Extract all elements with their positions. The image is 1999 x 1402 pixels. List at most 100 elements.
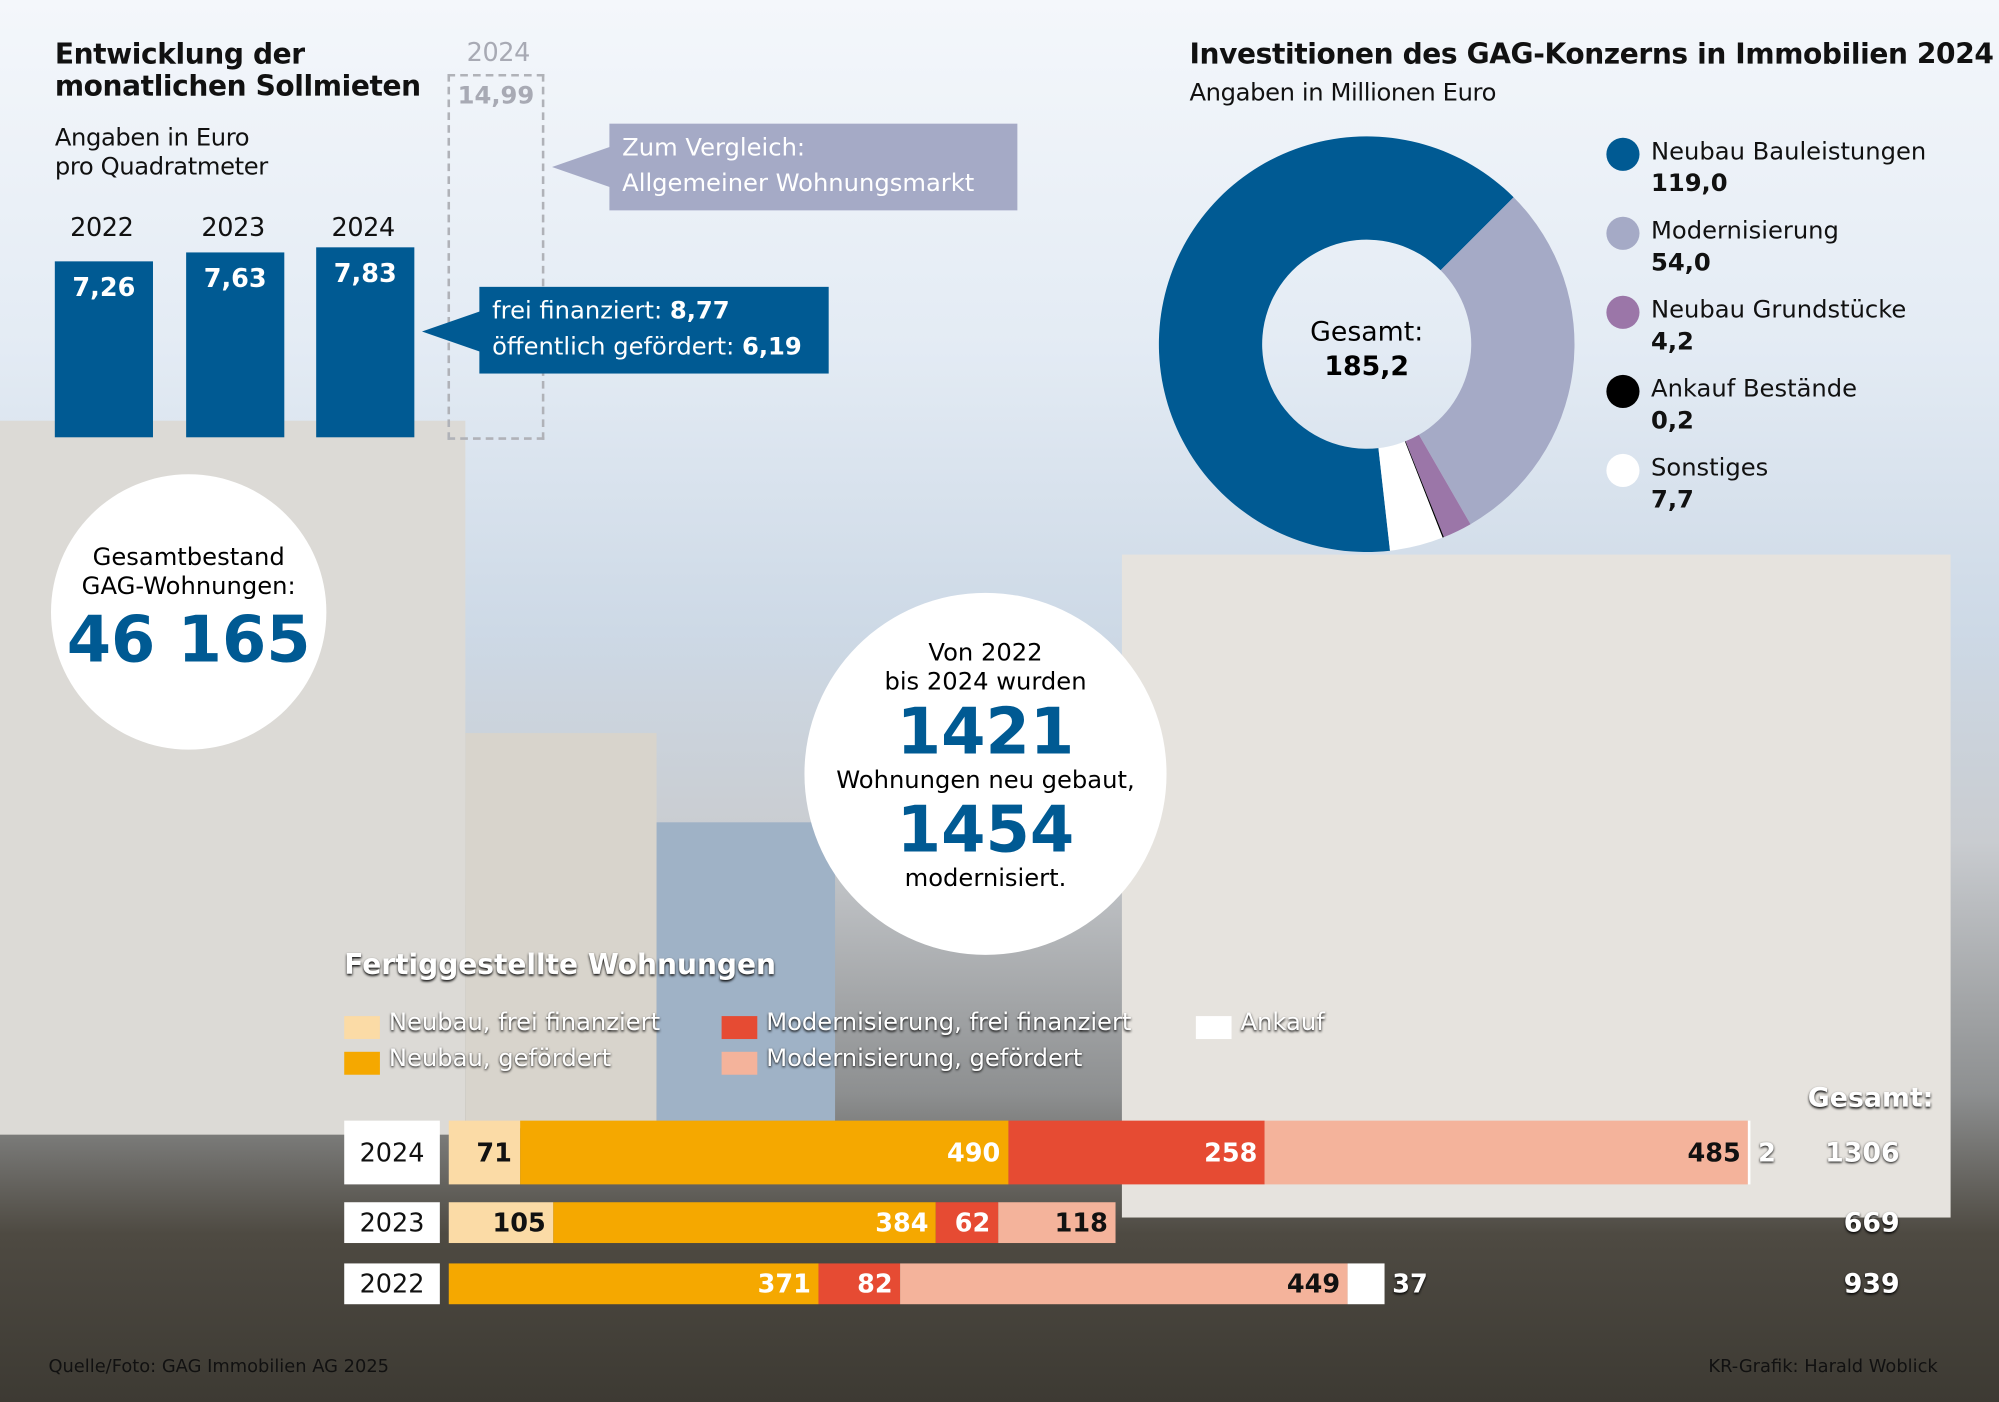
year-label: 2023 xyxy=(344,1202,440,1244)
segment-label: 490 xyxy=(947,1137,1001,1168)
legend-swatch xyxy=(344,1016,380,1040)
bar-segment xyxy=(997,1202,1116,1244)
market-callout-pointer xyxy=(552,146,611,188)
donut-center: Gesamt: 185,2 xyxy=(1265,315,1469,384)
stock-label-2: GAG-Wohnungen: xyxy=(81,572,296,601)
detail-value-frei: 8,77 xyxy=(669,297,730,326)
year-label: 2024 xyxy=(344,1120,440,1185)
rent-subtitle-1: Angaben in Euro xyxy=(54,123,250,152)
legend-name: Sonstiges xyxy=(1650,453,1769,482)
detail-label-gefoerdert: öffentlich gefördert: xyxy=(492,332,742,361)
legend-dot xyxy=(1606,137,1640,171)
donut-slice xyxy=(1405,434,1471,538)
invest-title: Investitionen des GAG-Konzerns in Immobi… xyxy=(1189,39,1994,72)
market-callout-line1: Zum Vergleich: xyxy=(622,133,806,162)
invest-subtitle: Angaben in Millionen Euro xyxy=(1189,79,1497,108)
segment-label: 62 xyxy=(954,1207,991,1238)
legend-dot xyxy=(1606,453,1640,488)
completed-title: Fertiggestellte Wohnungen xyxy=(344,949,776,982)
rent-year-label: 2024 xyxy=(331,211,395,243)
market-value: 14,99 xyxy=(457,81,535,110)
year-label: 2022 xyxy=(344,1263,440,1305)
detail-value-gefoerdert: 6,19 xyxy=(741,332,802,361)
legend-swatch xyxy=(721,1016,758,1040)
segment-label: 71 xyxy=(476,1137,512,1168)
market-comparison-bar: 14,99 xyxy=(447,74,545,440)
segment-label: 118 xyxy=(1054,1207,1108,1238)
bar-segment xyxy=(818,1263,901,1305)
legend-dot xyxy=(1606,295,1640,329)
segment-label: 82 xyxy=(857,1268,893,1300)
row-total: 669 xyxy=(1843,1207,1900,1238)
legend-name: Neubau Bauleistungen xyxy=(1650,137,1927,166)
legend-label: Neubau, frei finanziert xyxy=(388,1008,661,1037)
donut-slice xyxy=(1158,136,1514,553)
bar-segment xyxy=(448,1202,554,1244)
legend-value: 119,0 xyxy=(1650,169,1728,198)
rent-detail-pointer xyxy=(421,311,481,352)
stock-circle: Gesamtbestand GAG-Wohnungen: 46 165 xyxy=(50,474,327,750)
bar-segment xyxy=(936,1202,998,1244)
rent-bar-value: 7,63 xyxy=(203,262,267,294)
building-right xyxy=(1121,554,1951,1218)
bar-segment xyxy=(448,1263,819,1305)
bar-segment xyxy=(1007,1120,1266,1185)
segment-label: 371 xyxy=(757,1268,811,1300)
bar-segment xyxy=(519,1120,1008,1185)
legend-name: Modernisierung xyxy=(1650,216,1839,245)
market-callout-line2: Allgemeiner Wohnungsmarkt xyxy=(622,169,975,198)
legend-value: 4,2 xyxy=(1650,327,1694,356)
legend-value: 0,2 xyxy=(1650,406,1694,435)
footer-source: Quelle/Foto: GAG Immobilien AG 2025 xyxy=(48,1356,390,1377)
built-line1: Von 2022 xyxy=(928,638,1043,667)
legend-name: Ankauf Bestände xyxy=(1650,374,1858,403)
segment-label: 2 xyxy=(1758,1137,1776,1168)
legend-value: 54,0 xyxy=(1650,248,1711,277)
bar-segment xyxy=(1265,1120,1749,1185)
footer-credit: KR-Grafik: Harald Woblick xyxy=(1708,1356,1938,1377)
segment-label: 485 xyxy=(1687,1137,1741,1168)
market-year-label: 2024 xyxy=(466,36,531,68)
rent-title-1: Entwicklung der xyxy=(54,39,305,72)
donut-slice xyxy=(1418,197,1575,525)
legend-label: Neubau, gefördert xyxy=(388,1044,612,1073)
bar-segment xyxy=(553,1202,937,1244)
donut-center-label: Gesamt: xyxy=(1310,316,1424,347)
building-blue xyxy=(656,822,836,1129)
rent-year-label: 2023 xyxy=(201,211,265,243)
legend-swatch xyxy=(344,1051,380,1075)
legend-label: Modernisierung, frei finanziert xyxy=(766,1008,1132,1037)
segment-label: 105 xyxy=(492,1207,546,1238)
built-line2: bis 2024 wurden xyxy=(884,668,1087,697)
bar-segment xyxy=(448,1120,520,1185)
rent-bar: 7,83 xyxy=(316,247,415,438)
donut-center-value: 185,2 xyxy=(1324,350,1410,382)
building-middle xyxy=(465,733,657,1129)
legend-swatch xyxy=(721,1051,758,1075)
segment-label: 37 xyxy=(1392,1268,1428,1300)
donut-slice xyxy=(1378,441,1443,551)
legend-label: Ankauf xyxy=(1240,1008,1325,1037)
bar-segment xyxy=(900,1263,1348,1305)
legend-dot xyxy=(1606,216,1640,250)
stock-label-1: Gesamtbestand xyxy=(92,543,285,572)
rent-detail-callout: frei finanziert: 8,77 öffentlich geförde… xyxy=(479,286,829,374)
legend-swatch xyxy=(1195,1016,1232,1040)
built-value-modernized: 1454 xyxy=(896,792,1075,867)
stock-value: 46 165 xyxy=(66,603,311,677)
market-callout: Zum Vergleich: Allgemeiner Wohnungsmarkt xyxy=(609,123,1018,211)
rent-subtitle-2: pro Quadratmeter xyxy=(54,152,268,182)
rent-bar: 7,63 xyxy=(186,252,285,438)
legend-dot xyxy=(1606,374,1640,408)
segment-label: 384 xyxy=(875,1207,929,1238)
bar-segment xyxy=(1748,1120,1751,1185)
rent-bar-value: 7,83 xyxy=(333,257,397,289)
bar-segment xyxy=(1347,1263,1385,1305)
legend-name: Neubau Grundstücke xyxy=(1650,295,1907,324)
total-header: Gesamt: xyxy=(1807,1082,1934,1113)
built-line4: modernisiert. xyxy=(904,864,1067,893)
rent-title-2: monatlichen Sollmieten xyxy=(54,71,421,104)
rent-bar: 7,26 xyxy=(54,261,153,438)
invest-donut xyxy=(1158,136,1575,553)
